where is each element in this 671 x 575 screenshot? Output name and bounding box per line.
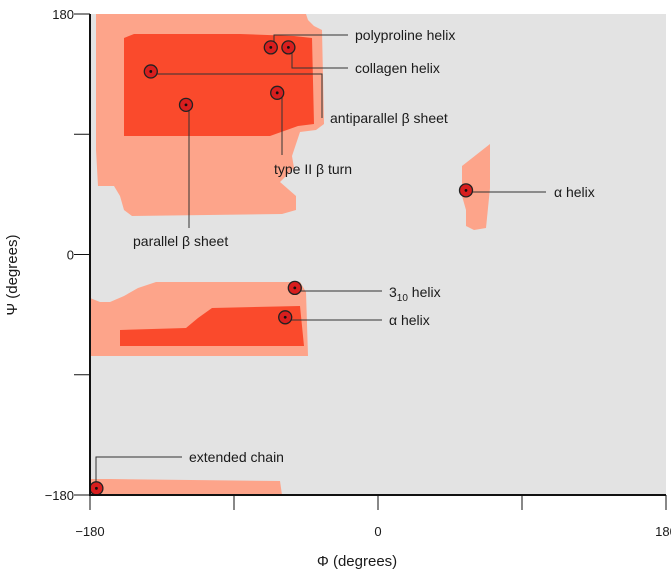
label-3-10-helix: 310 helix	[389, 284, 441, 304]
data-point	[270, 85, 285, 100]
y-axis-label: Ψ (degrees)	[4, 235, 21, 316]
label-polyproline-helix: polyproline helix	[355, 27, 455, 43]
data-point	[263, 40, 278, 55]
label-3-10-helix-sub: 10	[397, 293, 409, 304]
data-point	[458, 183, 474, 198]
x-axis-label: Φ (degrees)	[317, 553, 397, 570]
data-point	[278, 310, 293, 325]
y-tick-label: −180	[45, 488, 74, 503]
annotation-labels: polyproline helix collagen helix antipar…	[133, 27, 595, 465]
x-tick-label: 180	[655, 524, 671, 539]
leader-extended	[95, 456, 182, 489]
label-alpha-helix: α helix	[389, 312, 430, 328]
allowed-region-extended	[90, 479, 282, 495]
favored-regions	[120, 34, 314, 346]
label-3-10-helix-rest: helix	[408, 284, 441, 300]
data-point	[178, 97, 194, 113]
x-tick-label: −180	[75, 524, 104, 539]
data-point	[143, 64, 158, 79]
data-point	[287, 280, 302, 296]
data-points	[89, 40, 474, 496]
axis-ticks: −180 0 180 −180 0 180	[45, 7, 671, 539]
label-extended-chain: extended chain	[189, 449, 284, 465]
x-tick-label: 0	[374, 524, 381, 539]
label-3-10-helix-main: 3	[389, 284, 397, 300]
allowed-region-left-handed	[462, 144, 490, 230]
data-point	[89, 481, 104, 496]
label-antiparallel-beta-sheet: antiparallel β sheet	[330, 110, 448, 126]
data-point	[281, 40, 296, 55]
label-alpha-helix-left-handed: α helix	[554, 184, 595, 200]
y-tick-label: 0	[67, 248, 74, 263]
favored-region-beta	[124, 34, 314, 136]
leader-antiparallel	[155, 73, 323, 118]
favored-region-alpha	[120, 306, 304, 346]
label-collagen-helix: collagen helix	[355, 60, 440, 76]
label-parallel-beta-sheet: parallel β sheet	[133, 233, 228, 249]
y-tick-label: 180	[52, 7, 74, 22]
leader-collagen	[291, 51, 348, 69]
label-type-ii-beta-turn: type II β turn	[274, 161, 352, 177]
